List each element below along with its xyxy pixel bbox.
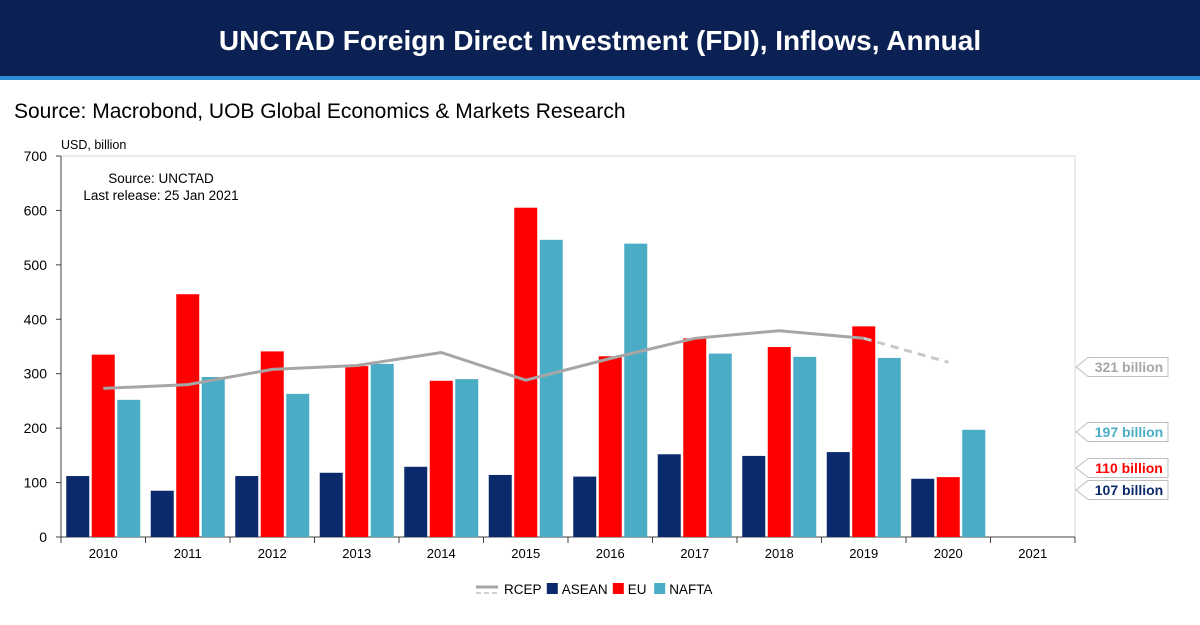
x-tick-label: 2019: [849, 546, 878, 561]
bar-asean: [319, 472, 343, 537]
bar-nafta: [455, 379, 479, 537]
bar-eu: [936, 477, 960, 537]
bar-asean: [404, 466, 428, 537]
bar-nafta: [624, 243, 648, 537]
bar-nafta: [201, 376, 225, 537]
end-label: 107 billion: [1095, 482, 1163, 498]
x-tick-label: 2011: [174, 546, 202, 561]
y-tick-label: 500: [24, 257, 48, 273]
bar-nafta: [286, 393, 310, 537]
legend-swatch-asean: [546, 583, 558, 594]
end-label-box: [1075, 458, 1169, 478]
annotation-source: Source: UNCTAD: [108, 171, 214, 186]
bar-asean: [488, 474, 512, 537]
bar-asean: [573, 476, 597, 537]
end-label-box: [1075, 480, 1169, 500]
bar-eu: [176, 294, 200, 537]
legend-label-rcep: RCEP: [504, 582, 542, 597]
bar-asean: [742, 455, 766, 537]
bar-asean: [657, 454, 681, 537]
bar-eu: [767, 347, 791, 537]
bar-asean: [911, 478, 935, 537]
x-tick-label: 2021: [1018, 546, 1047, 561]
bar-nafta: [708, 353, 732, 537]
legend-label-nafta: NAFTA: [669, 582, 712, 597]
bar-nafta: [117, 399, 141, 537]
end-label-box: [1075, 357, 1169, 377]
bar-eu: [260, 351, 284, 537]
x-tick-label: 2013: [342, 546, 371, 561]
x-tick-label: 2018: [765, 546, 794, 561]
y-tick-label: 300: [24, 366, 48, 382]
y-tick-label: 200: [24, 420, 48, 436]
legend-swatch-nafta: [654, 583, 666, 594]
x-tick-label: 2020: [934, 546, 963, 561]
bar-eu: [91, 354, 115, 537]
x-tick-label: 2016: [596, 546, 625, 561]
x-tick-label: 2012: [258, 546, 287, 561]
annotation-release: Last release: 25 Jan 2021: [83, 188, 238, 203]
end-label: 110 billion: [1095, 460, 1163, 476]
x-tick-label: 2015: [511, 546, 540, 561]
page-title: UNCTAD Foreign Direct Investment (FDI), …: [218, 25, 982, 56]
header-accent-stripe: [0, 76, 1200, 80]
bar-eu: [514, 207, 538, 537]
line-rcep-dashed: [863, 336, 949, 364]
bar-asean: [150, 490, 174, 537]
bar-asean: [235, 476, 259, 537]
bar-eu: [683, 338, 707, 537]
bar-nafta: [877, 357, 901, 537]
y-tick-label: 0: [39, 529, 47, 545]
x-tick-label: 2017: [680, 546, 709, 561]
header-bar: [0, 0, 1200, 76]
end-label-box: [1075, 422, 1169, 442]
bar-eu: [852, 326, 876, 537]
end-label: 197 billion: [1095, 424, 1163, 440]
legend-swatch-eu: [612, 583, 624, 594]
bar-eu: [429, 380, 453, 537]
y-tick-label: 600: [24, 202, 48, 218]
bar-asean: [826, 452, 850, 537]
bar-nafta: [370, 363, 394, 537]
bar-nafta: [962, 429, 986, 537]
bar-nafta: [793, 356, 817, 537]
y-unit-label: USD, billion: [61, 138, 126, 152]
line-rcep: [103, 329, 864, 390]
bar-eu: [598, 356, 622, 537]
bar-nafta: [539, 239, 563, 537]
source-line: Source: Macrobond, UOB Global Economics …: [14, 100, 626, 123]
legend-label-asean: ASEAN: [562, 582, 608, 597]
x-tick-label: 2010: [89, 546, 118, 561]
y-tick-label: 100: [24, 475, 48, 491]
y-tick-label: 400: [24, 311, 48, 327]
end-label: 321 billion: [1095, 359, 1163, 375]
bar-asean: [66, 476, 90, 537]
x-tick-label: 2014: [427, 546, 456, 561]
y-tick-label: 700: [24, 148, 48, 164]
legend-label-eu: EU: [628, 582, 647, 597]
bar-eu: [345, 366, 369, 537]
